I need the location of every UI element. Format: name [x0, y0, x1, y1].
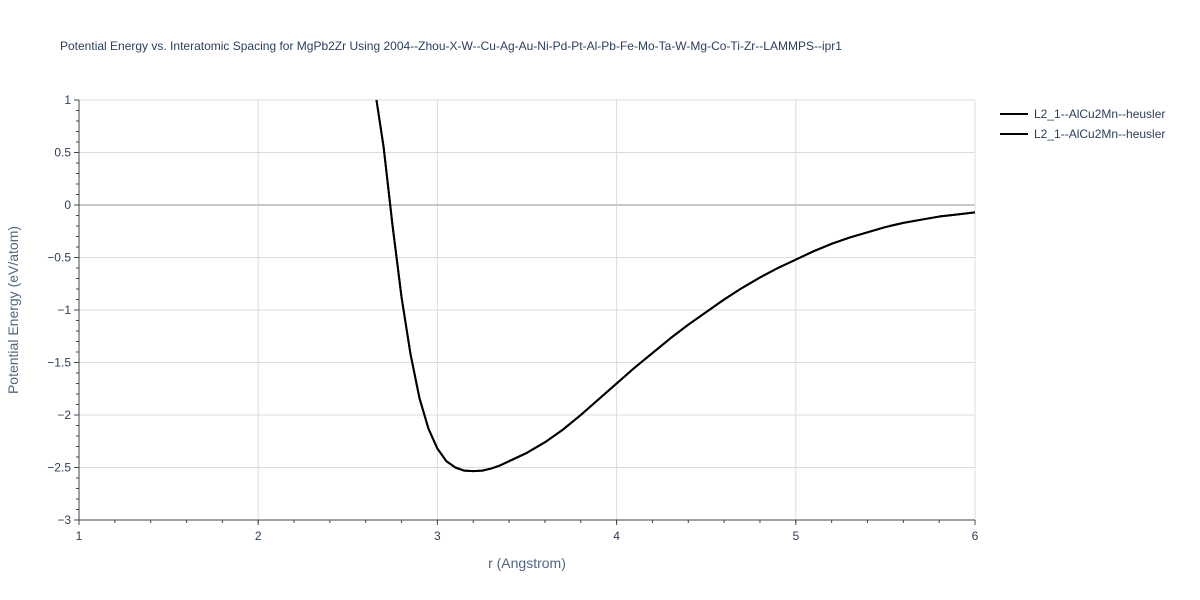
y-tick-label: 0.5 [54, 146, 71, 160]
x-tick-label: 2 [255, 529, 262, 543]
y-tick-label: 1 [64, 93, 71, 107]
x-tick-label: 4 [613, 529, 620, 543]
grid-layer [79, 99, 976, 520]
y-tick-label: 0 [64, 198, 71, 212]
y-tick-label: −1.5 [47, 356, 71, 370]
chart-title: Potential Energy vs. Interatomic Spacing… [60, 39, 842, 53]
legend: L2_1--AlCu2Mn--heusler L2_1--AlCu2Mn--heu… [1000, 107, 1165, 141]
x-tick-label: 6 [972, 529, 979, 543]
y-axis-title: Potential Energy (eV/atom) [5, 226, 21, 394]
legend-label-2: L2_1--AlCu2Mn--heusler [1034, 127, 1165, 141]
x-axis-title: r (Angstrom) [488, 555, 566, 571]
axis-layer: 1 2 3 4 5 6 −3 −2.5 −2 −1.5 −1 −0.5 0 0.5 1 [47, 93, 978, 543]
series-line-2 [375, 99, 976, 473]
series-layer [375, 99, 976, 473]
y-tick-label: −1 [57, 303, 71, 317]
y-tick-label: −3 [57, 513, 71, 527]
legend-label-1: L2_1--AlCu2Mn--heusler [1034, 107, 1165, 121]
x-tick-label: 3 [434, 529, 441, 543]
y-tick-label: −0.5 [47, 251, 71, 265]
series-line-1 [375, 99, 976, 473]
y-tick-label: −2 [57, 408, 71, 422]
y-tick-label: −2.5 [47, 461, 71, 475]
x-tick-label: 1 [76, 529, 83, 543]
x-tick-label: 5 [792, 529, 799, 543]
